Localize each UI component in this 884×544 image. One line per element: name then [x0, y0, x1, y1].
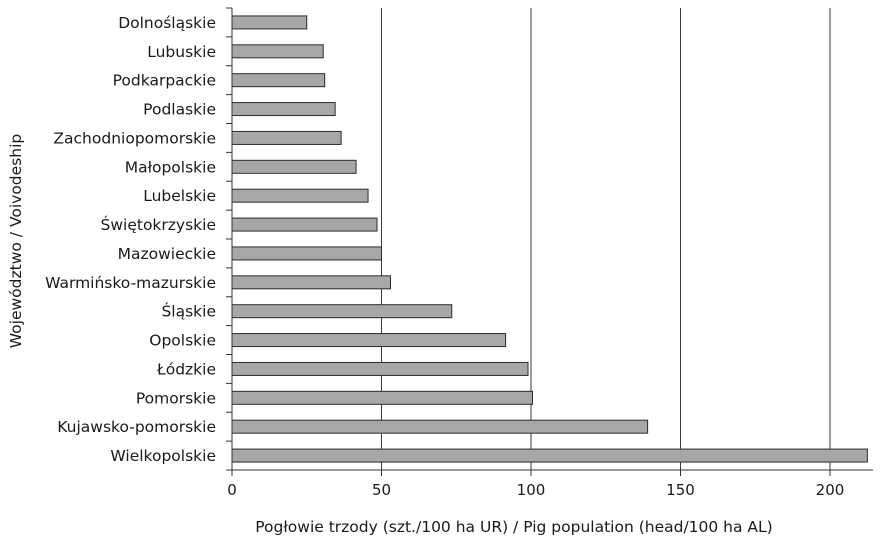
x-axis-title: Pogłowie trzody (szt./100 ha UR) / Pig p…: [255, 518, 772, 536]
category-label: Dolnośląskie: [118, 14, 216, 32]
category-label: Łódzkie: [156, 360, 216, 378]
category-label: Pomorskie: [136, 389, 216, 407]
x-tick-label: 0: [227, 481, 237, 499]
category-label: Podlaskie: [143, 101, 216, 119]
x-tick-labels: 0 50 100 150 200: [227, 481, 844, 499]
bar-podkarpackie: [231, 73, 326, 88]
category-label: Kujawsko-pomorskie: [57, 418, 216, 436]
x-tick-label: 150: [666, 481, 695, 499]
bar-warmińsko-mazurskie: [231, 275, 391, 290]
bar-dolnośląskie: [231, 15, 308, 30]
category-label: Mazowieckie: [118, 245, 216, 263]
bars: [231, 15, 868, 463]
bar-małopolskie: [231, 159, 357, 174]
category-label: Podkarpackie: [113, 72, 216, 90]
y-axis-title: Województwo / Voivodeship: [7, 134, 25, 348]
bar-kujawsko-pomorskie: [231, 419, 649, 434]
bar-lubelskie: [231, 188, 369, 203]
category-label: Wielkopolskie: [110, 447, 216, 465]
category-label: Małopolskie: [125, 158, 216, 176]
bar-podlaskie: [231, 102, 336, 117]
bar-pomorskie: [231, 390, 533, 405]
category-label: Lubuskie: [147, 43, 216, 61]
x-tick-label: 200: [816, 481, 845, 499]
bar-świętokrzyskie: [231, 217, 378, 232]
x-tick-label: 100: [517, 481, 546, 499]
bar-śląskie: [231, 304, 453, 319]
bar-mazowieckie: [231, 246, 382, 261]
bar-lubuskie: [231, 44, 324, 59]
category-labels: Dolnośląskie Lubuskie Podkarpackie Podlaski…: [45, 14, 216, 465]
category-label: Świętokrzyskie: [101, 215, 216, 234]
bar-łódzkie: [231, 361, 529, 376]
category-label: Zachodniopomorskie: [53, 129, 216, 147]
bar-zachodniopomorskie: [231, 130, 342, 145]
bar-opolskie: [231, 333, 507, 348]
category-label: Opolskie: [149, 332, 216, 350]
bar-wielkopolskie: [231, 448, 868, 463]
category-label: Lubelskie: [143, 187, 216, 205]
x-tick-label: 50: [372, 481, 391, 499]
category-label: Śląskie: [161, 302, 216, 321]
category-label: Warmińsko-mazurskie: [45, 274, 216, 292]
axes: [226, 7, 873, 476]
